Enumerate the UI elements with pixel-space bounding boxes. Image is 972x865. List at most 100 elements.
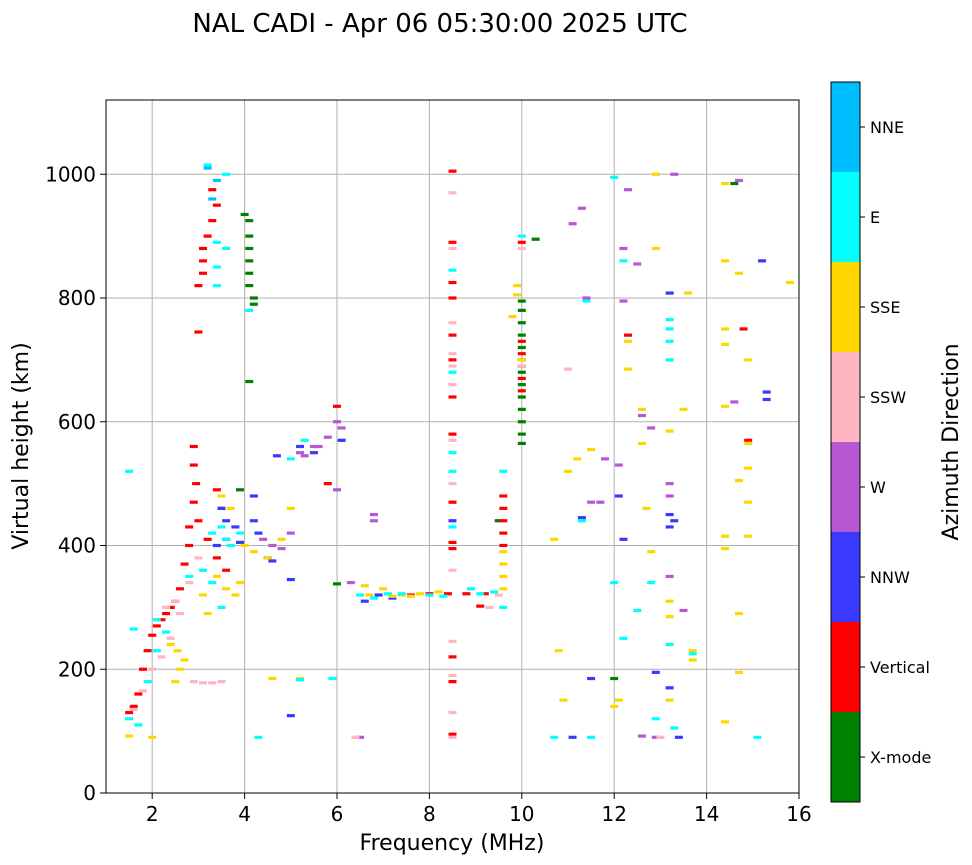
colorbar-label: NNW (870, 568, 910, 587)
data-point-sse (721, 404, 730, 408)
data-point-sse (734, 611, 743, 616)
data-point-ssw (485, 605, 494, 609)
data-point-sse (360, 584, 369, 588)
data-point-e (688, 652, 697, 656)
data-point-ssw (162, 605, 171, 609)
data-point-sse (665, 698, 674, 702)
data-point-vertical (448, 240, 457, 244)
x-tick-label: 12 (601, 802, 626, 826)
data-point-nnw (665, 291, 674, 295)
data-point-nnw (254, 531, 263, 535)
data-point-e (610, 581, 619, 585)
data-point-vertical (194, 519, 203, 523)
data-point-ssw (448, 735, 457, 739)
colorbar-label: E (870, 208, 880, 227)
data-point-sse (434, 590, 443, 594)
data-point-vertical (480, 592, 489, 596)
data-point-e (300, 438, 309, 442)
data-point-sse (610, 704, 619, 708)
data-point-w (665, 494, 674, 498)
data-point-sse (559, 698, 568, 702)
data-point-e (235, 531, 244, 535)
data-point-vertical (443, 592, 452, 596)
data-point-ssw (129, 707, 138, 712)
data-point-e (212, 265, 221, 269)
data-point-e (665, 642, 674, 647)
data-point-ssw (448, 639, 457, 644)
data-point-vertical (448, 680, 457, 684)
data-point-vertical (448, 358, 457, 362)
data-point-w (369, 519, 378, 523)
data-point-w (730, 400, 739, 404)
data-point-e (125, 717, 134, 721)
data-point-w (619, 299, 628, 303)
data-point-vertical (192, 482, 201, 486)
data-point-vertical (448, 395, 457, 399)
data-point-vertical (157, 618, 166, 622)
data-point-ssw (448, 710, 457, 715)
data-point-vertical (208, 219, 217, 223)
data-point-nnw (337, 438, 346, 442)
colorbar-segment (831, 82, 860, 172)
data-point-sse (734, 478, 743, 483)
data-point-vertical (189, 500, 198, 504)
data-point-w (268, 543, 277, 548)
data-point-x-mode (517, 383, 526, 387)
data-point-vertical (448, 732, 457, 736)
data-point-x-mode (517, 333, 526, 337)
data-point-vertical (129, 704, 138, 708)
data-point-sse (231, 593, 240, 597)
data-point-sse (642, 506, 651, 510)
data-point-sse (744, 466, 753, 470)
data-point-nnw (296, 444, 305, 449)
data-point-ssw (208, 681, 217, 685)
data-point-e (143, 680, 152, 684)
data-point-x-mode (249, 302, 258, 306)
data-point-vertical (175, 587, 184, 591)
data-point-e (397, 592, 406, 596)
data-point-sse (785, 280, 794, 285)
data-point-nnw (762, 397, 771, 402)
colorbar-frame (830, 81, 861, 803)
data-point-sse (226, 506, 235, 510)
data-point-w (300, 454, 309, 458)
data-point-vertical (185, 525, 194, 529)
data-point-sse (721, 259, 730, 263)
data-point-sse (688, 649, 697, 653)
data-point-vertical (517, 352, 526, 356)
data-point-sse (212, 574, 221, 579)
data-point-ssw (448, 191, 457, 195)
data-point-e (517, 234, 526, 238)
data-point-e (129, 627, 138, 631)
data-point-sse (499, 587, 508, 591)
data-point-ssw (148, 667, 157, 671)
data-point-ssw (448, 673, 457, 678)
data-points (125, 163, 794, 739)
data-point-sse (268, 676, 277, 681)
data-point-nnw (758, 259, 767, 263)
data-point-ssw (157, 655, 166, 659)
data-point-w (619, 246, 628, 251)
data-point-sse (406, 594, 415, 598)
data-point-vertical (199, 271, 208, 275)
x-tick-label: 4 (238, 802, 251, 826)
data-point-ssw (351, 735, 360, 739)
data-point-sse (286, 506, 295, 510)
data-point-sse (564, 469, 572, 473)
colorbar-segment (831, 172, 860, 262)
data-point-e (665, 358, 674, 362)
data-point-vertical (180, 562, 189, 566)
data-point-x-mode (494, 519, 503, 523)
data-point-e (226, 543, 235, 548)
data-point-nnw (235, 540, 244, 545)
data-point-sse (499, 562, 508, 566)
chart-title: NAL CADI - Apr 06 05:30:00 2025 UTC (192, 9, 687, 39)
data-point-sse (734, 670, 743, 674)
data-point-ssw (448, 482, 457, 486)
data-point-vertical (189, 463, 198, 467)
data-point-e (152, 618, 161, 622)
data-point-vertical (138, 667, 147, 671)
data-point-vertical (499, 506, 508, 510)
data-point-nnw (568, 735, 577, 739)
data-point-nne (203, 166, 212, 170)
